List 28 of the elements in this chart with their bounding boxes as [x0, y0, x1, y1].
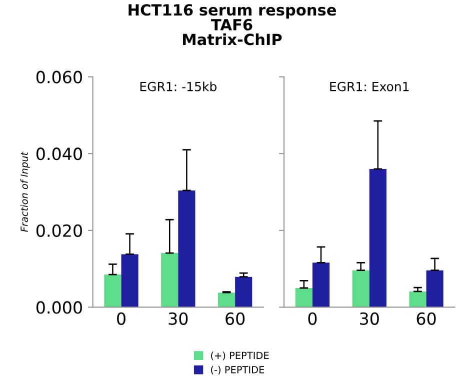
bar: [295, 288, 312, 308]
bar: [426, 270, 444, 308]
x-tick-label: 60: [226, 312, 245, 325]
bar: [178, 190, 196, 308]
bar: [121, 254, 138, 308]
bar: [235, 276, 252, 308]
bar: [352, 270, 370, 308]
chart-subtitle: EGR1: Exon1: [330, 82, 409, 92]
x-tick-label: 30: [360, 312, 379, 325]
y-axis-title: Fraction of Input: [20, 152, 30, 232]
bar: [218, 292, 236, 308]
bar: [369, 168, 386, 308]
x-tick-label: 30: [168, 312, 188, 325]
bar: [312, 262, 330, 308]
y-tick-label: 0.040: [36, 148, 82, 160]
y-tick-label: 0.060: [36, 70, 82, 84]
bar: [104, 274, 122, 308]
legend-label: (-) PEPTIDE: [211, 366, 264, 375]
x-tick-label: 0: [308, 312, 317, 325]
y-tick-label: 0.020: [36, 224, 82, 237]
chart-title: HCT116 serum response TAF6 Matrix-ChIP: [128, 4, 336, 46]
legend-label: (+) PEPTIDE: [211, 352, 269, 360]
x-tick-label: 60: [416, 312, 436, 325]
bar: [161, 253, 178, 308]
y-tick-label: 0.000: [36, 301, 82, 314]
chart-subtitle: EGR1: -15kb: [140, 82, 216, 92]
x-tick-label: 0: [117, 312, 126, 325]
bar: [409, 291, 426, 308]
